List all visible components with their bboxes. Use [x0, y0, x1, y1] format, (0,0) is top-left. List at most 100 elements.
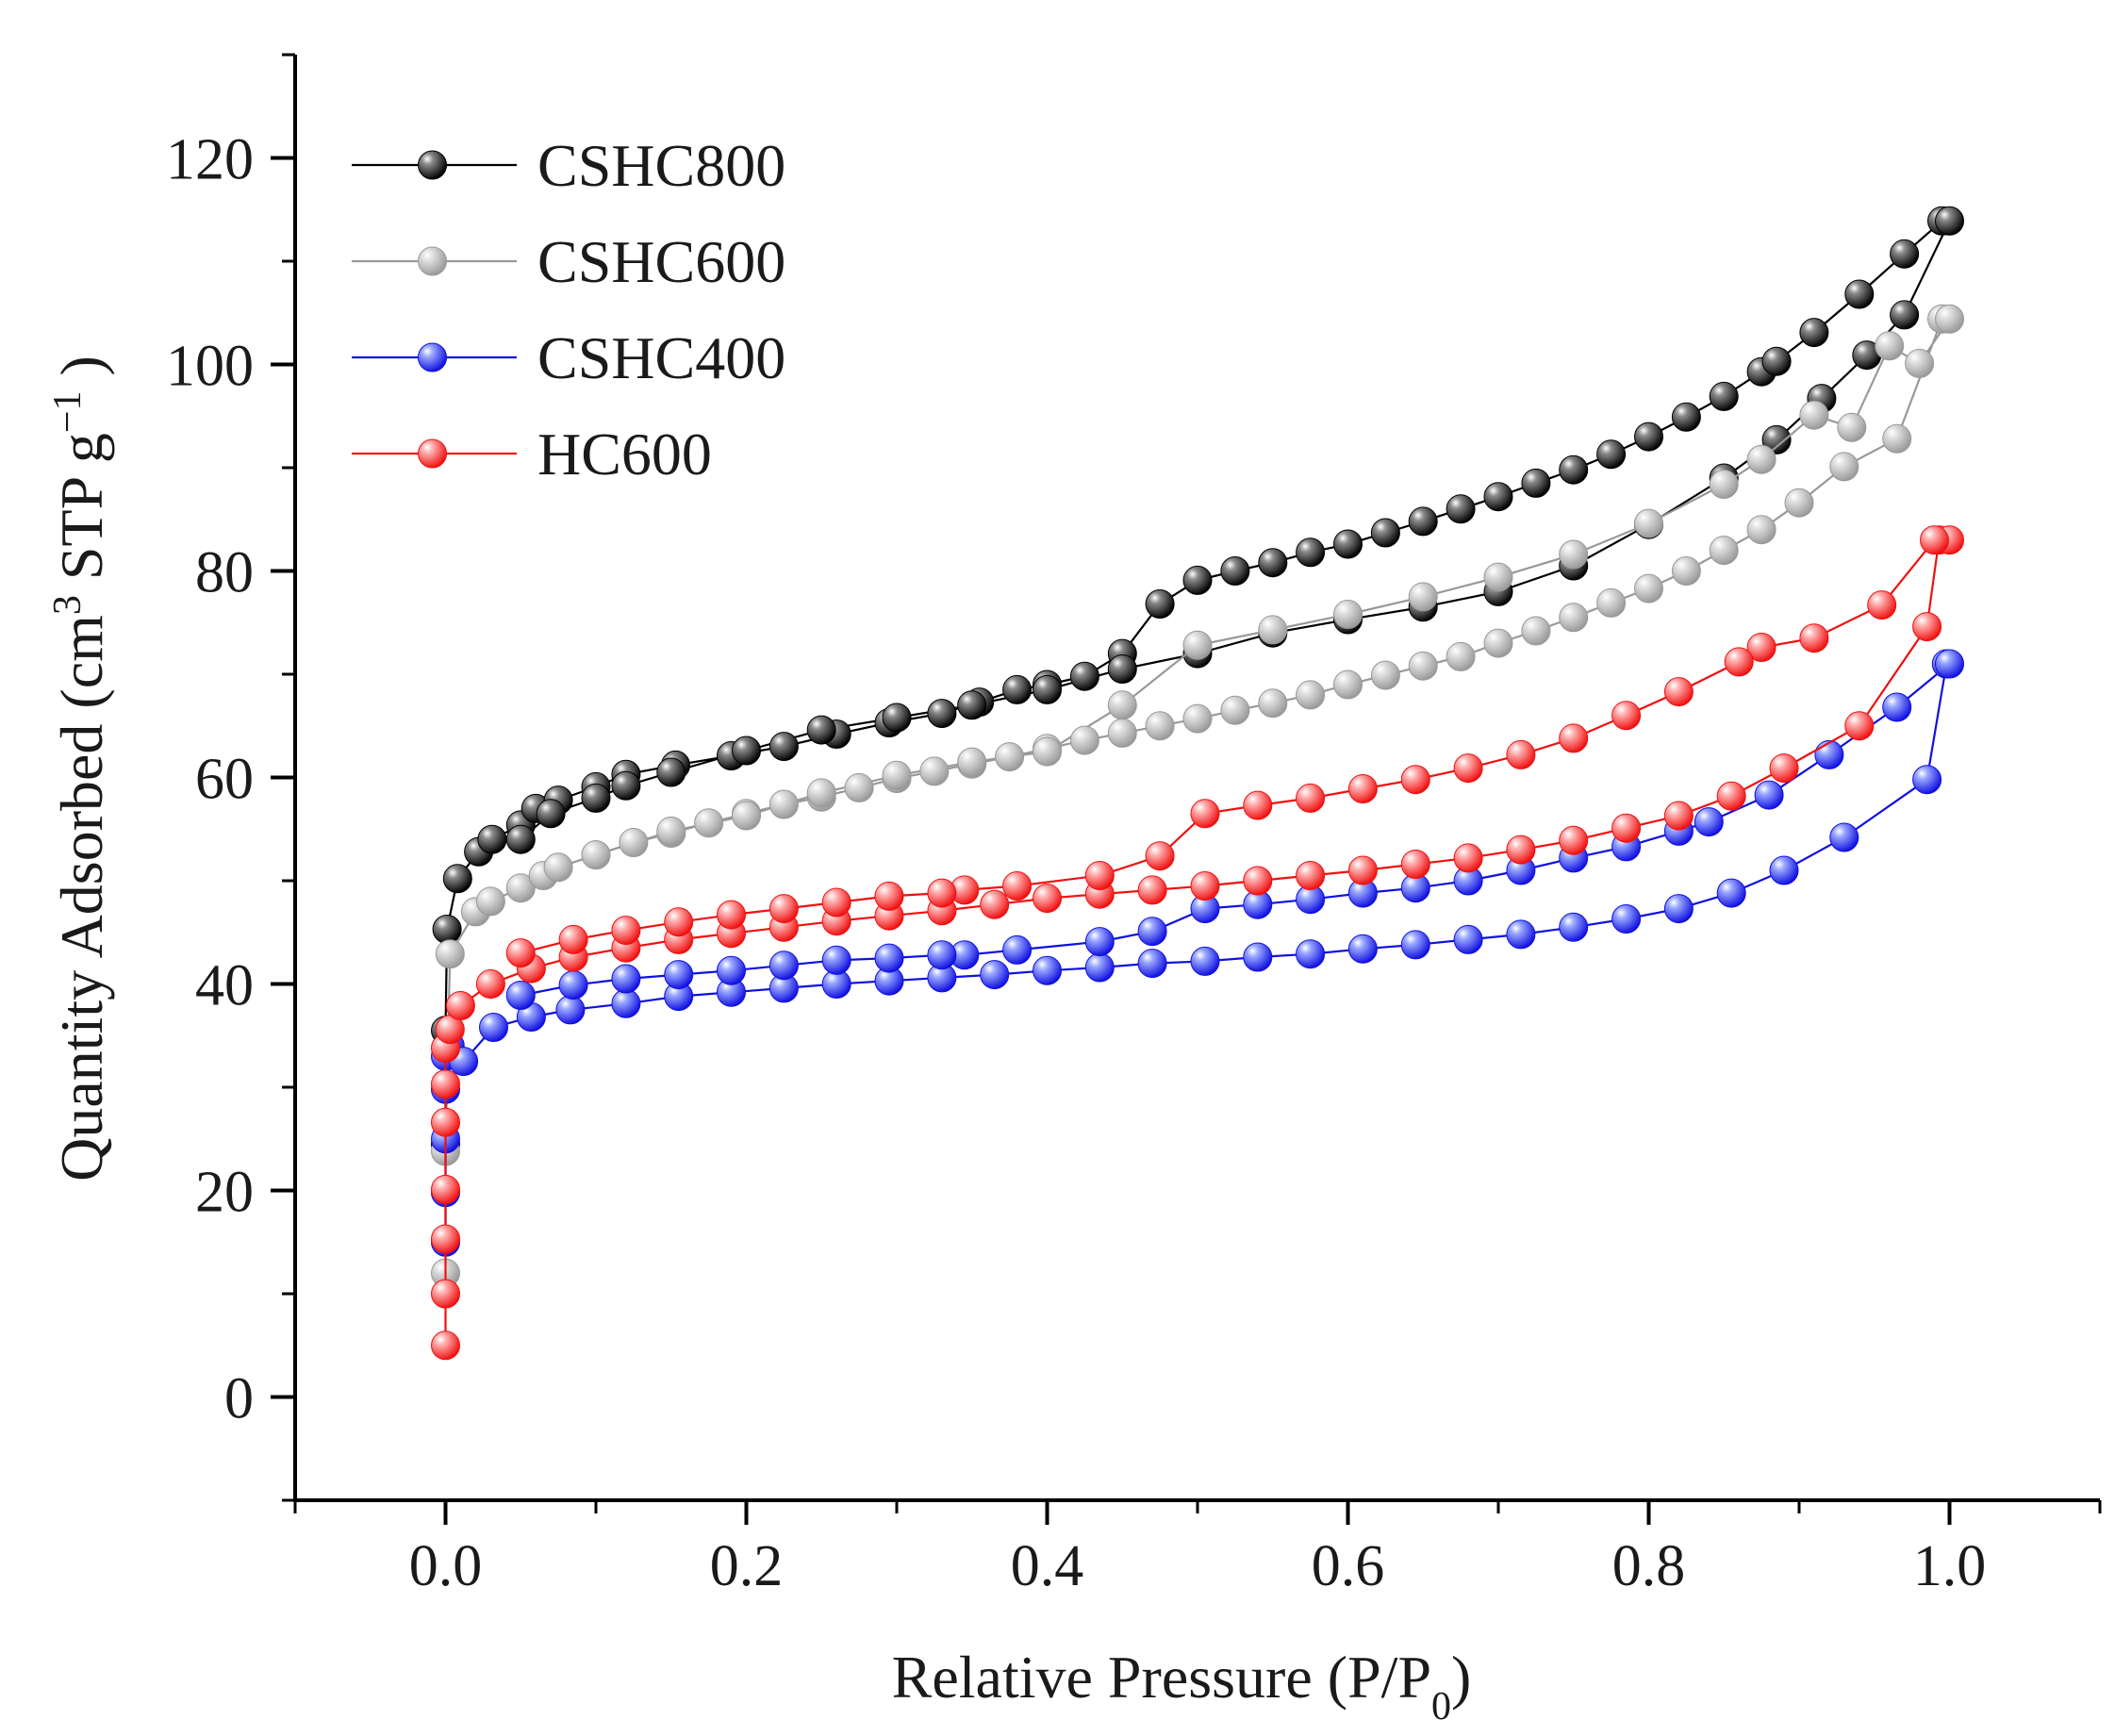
data-point: [1559, 723, 1589, 753]
data-point: [995, 742, 1025, 772]
data-point: [1890, 300, 1920, 330]
data-point: [1814, 739, 1844, 769]
data-point: [1799, 400, 1829, 430]
data-point: [475, 969, 505, 999]
data-point: [1145, 589, 1175, 619]
data-point: [611, 770, 641, 801]
data-point: [1761, 424, 1792, 455]
data-point: [1769, 753, 1799, 784]
data-point: [505, 873, 536, 903]
data-point: [1190, 799, 1220, 829]
data-point: [1400, 850, 1430, 879]
data-point: [806, 715, 836, 745]
data-point: [505, 824, 536, 854]
data-point: [874, 943, 904, 973]
data-point: [768, 732, 799, 762]
data-point: [1634, 508, 1663, 538]
data-point: [927, 878, 957, 908]
data-point: [927, 940, 957, 970]
data-point: [1033, 955, 1062, 985]
data-point: [543, 852, 573, 883]
data-point: [1400, 930, 1430, 960]
data-point: [1446, 641, 1476, 671]
data-point: [1190, 871, 1220, 901]
data-point: [1408, 651, 1438, 681]
data-point: [1784, 488, 1814, 518]
x-tick-label: 0.4: [1011, 1534, 1084, 1598]
data-point: [505, 981, 536, 1010]
legend-marker: [418, 150, 447, 180]
data-point: [957, 690, 987, 720]
series-CSHC600: [431, 304, 1964, 1288]
data-point: [1506, 739, 1536, 769]
data-point: [1716, 781, 1746, 811]
data-point: [1002, 674, 1033, 704]
data-point: [1137, 949, 1167, 979]
x-axis-title: Relative Pressure (P/P0): [892, 1644, 1472, 1728]
data-point: [1145, 711, 1175, 741]
data-point: [445, 991, 475, 1020]
y-tick-label: 80: [195, 541, 254, 605]
data-point: [1611, 813, 1642, 843]
y-tick-label: 120: [166, 128, 254, 192]
data-point: [1663, 677, 1694, 707]
data-point: [732, 801, 761, 831]
data-point: [1137, 917, 1167, 947]
legend-label: CSHC800: [537, 132, 785, 199]
data-point: [1347, 855, 1378, 885]
data-point: [1408, 506, 1438, 537]
data-point: [431, 1107, 460, 1137]
data-point: [1905, 348, 1935, 378]
data-point: [1408, 582, 1438, 612]
data-point: [768, 894, 799, 924]
data-point: [1935, 649, 1964, 679]
data-point: [1912, 612, 1942, 642]
data-point: [1333, 529, 1363, 559]
data-point: [844, 772, 874, 802]
data-point: [1844, 279, 1875, 309]
data-point: [1483, 562, 1513, 592]
data-point: [1634, 422, 1663, 452]
data-point: [1107, 654, 1137, 684]
data-point: [611, 916, 641, 946]
data-point: [1243, 790, 1273, 820]
data-point: [1107, 690, 1137, 720]
data-point: [1935, 206, 1964, 236]
data-point: [431, 1069, 460, 1099]
data-point: [1002, 871, 1033, 901]
legend-item-CSHC800: CSHC800: [352, 132, 785, 199]
data-point: [1069, 725, 1099, 755]
data-point: [1769, 855, 1799, 885]
x-tick-label: 0.6: [1312, 1534, 1385, 1598]
data-point: [1182, 703, 1213, 734]
data-point: [732, 736, 761, 766]
data-point: [1912, 765, 1942, 795]
data-point: [479, 1013, 508, 1042]
y-tick-label: 20: [195, 1161, 254, 1225]
data-point: [1243, 866, 1273, 896]
data-point: [1084, 952, 1115, 983]
data-point: [821, 887, 851, 918]
data-point: [1634, 573, 1663, 603]
series-HC600: [431, 525, 1964, 1361]
legend-item-CSHC400: CSHC400: [352, 324, 785, 391]
data-point: [611, 988, 641, 1018]
data-point: [1663, 894, 1694, 924]
data-point: [1084, 927, 1115, 957]
data-point: [1347, 774, 1378, 803]
data-point: [1611, 701, 1642, 731]
x-tick-label: 1.0: [1913, 1534, 1987, 1598]
data-point: [980, 960, 1010, 990]
data-point: [1333, 670, 1363, 700]
data-point: [1935, 304, 1964, 334]
data-point: [882, 760, 912, 790]
data-point: [927, 699, 957, 729]
legend-marker: [418, 342, 447, 372]
y-axis-title: Quantity Adsorbed (cm3 STP g−1 ): [46, 355, 115, 1182]
data-point: [1145, 841, 1175, 871]
series-line-CSHC400: [444, 662, 1953, 1243]
data-point: [555, 995, 586, 1025]
data-point: [431, 1279, 460, 1309]
data-point: [1746, 444, 1776, 474]
data-point: [442, 864, 472, 894]
